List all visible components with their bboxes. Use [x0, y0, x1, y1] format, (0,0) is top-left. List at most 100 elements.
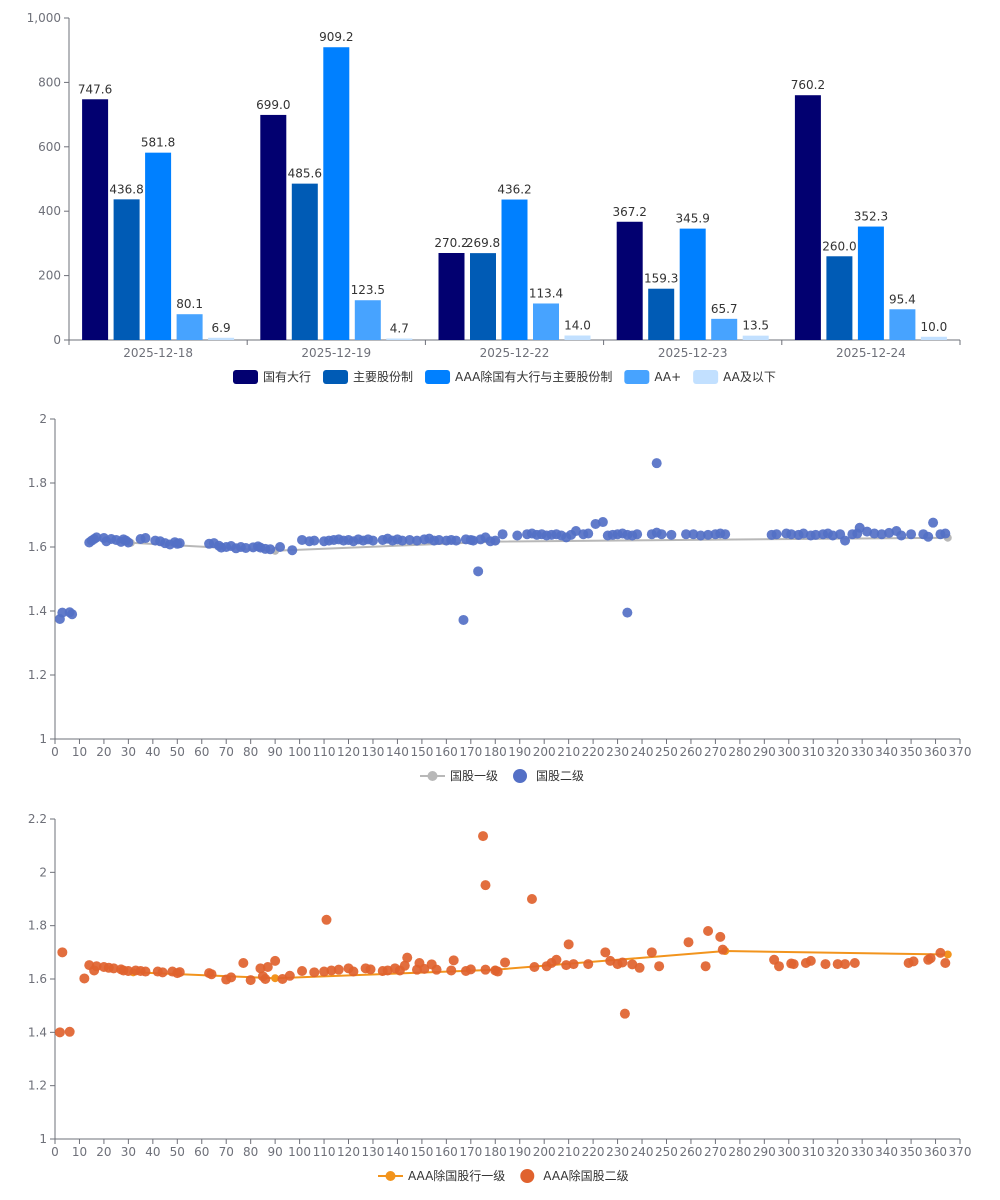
- y-tick-label: 1.6: [28, 540, 47, 554]
- x-tick-label: 110: [313, 745, 336, 759]
- legend-swatch: [624, 370, 650, 384]
- scatter-point: [465, 964, 476, 975]
- x-tick-label: 290: [753, 745, 776, 759]
- y-tick-label: 1.8: [28, 476, 47, 490]
- y-tick-label: 1.4: [28, 604, 47, 618]
- scatter-point: [634, 962, 645, 973]
- scatter-point: [896, 530, 907, 541]
- bar-data-label: 13.5: [742, 319, 769, 333]
- x-tick-label: 190: [508, 745, 531, 759]
- scatter-point: [287, 545, 298, 556]
- scatter-point: [683, 937, 694, 948]
- scatter-point: [348, 966, 359, 977]
- legend-label: AAA除国股行一级: [408, 1168, 505, 1183]
- x-tick-label: 360: [924, 745, 947, 759]
- legend-marker: [513, 769, 528, 783]
- x-tick-label: 330: [851, 745, 874, 759]
- scatter-point: [478, 831, 489, 842]
- scatter-point: [500, 957, 511, 968]
- bar-data-label: 345.9: [676, 212, 710, 226]
- scatter-point: [174, 538, 185, 549]
- y-tick-label: 2: [39, 412, 47, 426]
- bar: [260, 114, 287, 340]
- scatter-point: [265, 544, 276, 555]
- bar-data-label: 80.1: [176, 297, 203, 311]
- scatter-point: [260, 974, 271, 984]
- scatter-point: [399, 960, 410, 971]
- legend-label: AA+: [654, 370, 681, 384]
- x-tick-label: 0: [51, 745, 59, 759]
- legend-marker: [385, 1171, 396, 1181]
- line-point: [943, 950, 952, 959]
- scatter-point: [646, 947, 657, 958]
- bar: [82, 99, 109, 340]
- y-tick-label: 1: [39, 1132, 47, 1146]
- scatter-point: [654, 961, 665, 972]
- x-tick-label: 80: [243, 745, 258, 759]
- scatter-chart-2: 11.21.41.61.822.20 10 20 30 40 50 60 70 80 90 100 1…: [28, 812, 971, 1183]
- legend-marker: [520, 1169, 535, 1183]
- x-tick-label: 200: [533, 745, 556, 759]
- y-tick-label: 1.8: [28, 919, 47, 933]
- scatter-point: [54, 1027, 65, 1038]
- scatter-point: [617, 957, 628, 968]
- x-tick-label: 170: [459, 1145, 482, 1159]
- scatter-point: [681, 529, 692, 540]
- scatter-point: [583, 959, 594, 970]
- x-tick-label: 290: [753, 1145, 776, 1159]
- x-tick-label: 340: [875, 1145, 898, 1159]
- x-tick-label: 0: [51, 1145, 59, 1159]
- legend: 国股一级 国股二级: [420, 769, 584, 783]
- x-tick-label: 180: [484, 1145, 507, 1159]
- x-tick-label: 330: [851, 1145, 874, 1159]
- scatter-point: [600, 947, 611, 958]
- x-tick-label: 240: [631, 1145, 654, 1159]
- x-tick-label: 250: [655, 745, 678, 759]
- scatter-point: [940, 528, 951, 539]
- legend-label: AA及以下: [723, 370, 776, 384]
- x-tick-label: 200: [533, 1145, 556, 1159]
- x-tick-label: 300: [777, 1145, 800, 1159]
- scatter-point: [57, 607, 68, 618]
- scatter-point: [805, 955, 816, 966]
- x-tick-label: 50: [170, 745, 185, 759]
- legend-label: 主要股份制: [353, 370, 413, 384]
- x-tick-label: 2025-12-18: [123, 346, 193, 360]
- scatter-point: [64, 1026, 75, 1037]
- x-tick-label: 70: [219, 745, 234, 759]
- scatter-point: [632, 529, 643, 540]
- scatter-point: [695, 530, 706, 541]
- x-tick-label: 210: [557, 745, 580, 759]
- scatter-point: [849, 958, 860, 968]
- x-tick-label: 350: [900, 1145, 923, 1159]
- bar-data-label: 436.2: [497, 183, 531, 197]
- scatter-point: [551, 954, 562, 965]
- legend-label: 国有大行: [263, 370, 311, 384]
- bar: [711, 318, 738, 340]
- x-tick-label: 80: [243, 1145, 258, 1159]
- bar: [291, 183, 318, 340]
- scatter-point: [140, 533, 151, 544]
- scatter-point: [928, 517, 939, 528]
- scatter-point: [367, 535, 378, 546]
- scatter-point: [869, 528, 880, 539]
- scatter-point: [568, 959, 579, 970]
- scatter-point: [703, 529, 714, 540]
- x-tick-label: 120: [337, 1145, 360, 1159]
- bar: [501, 199, 528, 340]
- scatter-point: [526, 894, 537, 904]
- scatter-point: [245, 975, 256, 986]
- bar-data-label: 159.3: [644, 272, 678, 286]
- x-tick-label: 250: [655, 1145, 678, 1159]
- x-tick-label: 310: [802, 745, 825, 759]
- scatter-point: [529, 962, 540, 972]
- scatter-point: [79, 973, 90, 984]
- bar: [826, 256, 853, 340]
- x-tick-label: 170: [459, 745, 482, 759]
- scatter-point: [935, 947, 946, 958]
- bar: [564, 335, 591, 340]
- scatter-point: [583, 528, 594, 539]
- scatter-point: [67, 609, 78, 620]
- bar: [616, 221, 643, 340]
